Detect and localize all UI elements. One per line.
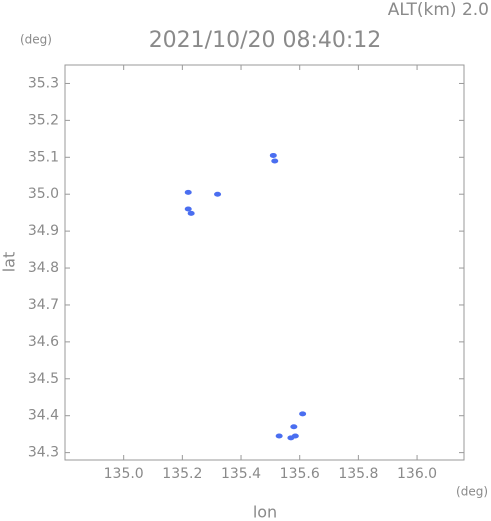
y-tick-label: 34.8 [28, 260, 59, 276]
echo-point [269, 152, 277, 158]
y-unit: (deg) [20, 33, 52, 47]
echo-point [290, 424, 298, 430]
y-axis-label: lat [0, 252, 19, 273]
echo-point [299, 411, 307, 417]
plot-frame [64, 64, 465, 461]
echo-point [184, 189, 192, 195]
annotation: ALT(km) 2.0 [388, 0, 489, 20]
x-tick-label: 135.8 [338, 466, 378, 482]
x-tick-label: 135.0 [104, 466, 144, 482]
y-tick-label: 35.3 [28, 75, 59, 91]
y-tick-label: 34.9 [28, 223, 59, 239]
y-tick-label: 34.6 [28, 334, 59, 350]
echo-point [184, 206, 192, 212]
echo-point [271, 158, 279, 164]
x-tick-label: 135.2 [162, 466, 202, 482]
x-tick-label: 135.6 [280, 466, 320, 482]
x-tick-label: 136.0 [397, 466, 437, 482]
x-tick-label: 135.4 [221, 466, 261, 482]
echo-point [187, 210, 195, 216]
y-tick-label: 34.7 [28, 297, 59, 313]
x-axis-label: lon [253, 503, 277, 521]
chart-title: 2021/10/20 08:40:12 [149, 28, 382, 53]
y-tick-label: 34.5 [28, 371, 59, 387]
y-tick-label: 34.3 [28, 445, 59, 461]
x-unit: (deg) [456, 485, 488, 499]
echo-point [275, 433, 283, 439]
y-tick-label: 35.2 [28, 112, 59, 128]
y-tick-label: 34.4 [28, 408, 59, 424]
y-tick-label: 35.0 [28, 186, 59, 202]
echo-point [291, 433, 299, 439]
y-tick-label: 35.1 [28, 149, 59, 165]
echo-point [214, 191, 222, 197]
